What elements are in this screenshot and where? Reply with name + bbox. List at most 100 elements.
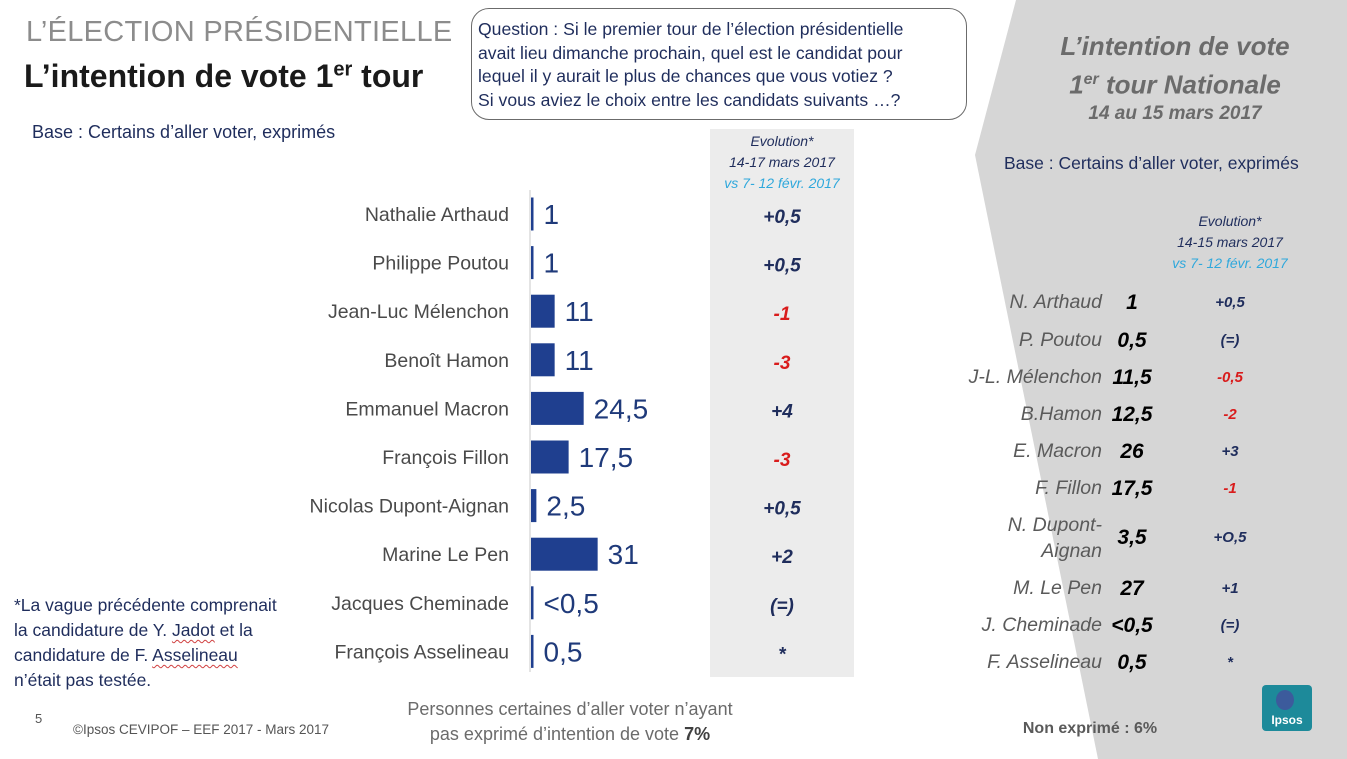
vote-bar — [531, 391, 584, 425]
evolution-value: +0,5 — [763, 499, 801, 520]
vote-value-label: 17,5 — [579, 442, 634, 473]
evolution-value: -1 — [774, 304, 791, 325]
vote-value-label: <0,5 — [544, 588, 599, 619]
rp-vote-value: 11,5 — [1112, 366, 1152, 389]
vote-value-label: 11 — [565, 296, 594, 327]
evolution-value: -3 — [774, 450, 791, 471]
rp-vote-value: 3,5 — [1117, 526, 1147, 549]
rp-evolution-value: +3 — [1221, 443, 1239, 460]
page-number: 5 — [35, 711, 43, 726]
evolution-value: (=) — [770, 596, 794, 617]
rp-evolution-value: (=) — [1221, 332, 1240, 349]
candidate-label: Benoît Hamon — [384, 350, 509, 372]
ipsos-logo-text: Ipsos — [1271, 713, 1303, 727]
non-exprime-note: Personnes certaines d’aller voter n’ayan… — [407, 699, 733, 744]
vote-bar — [531, 246, 534, 280]
rp-evolution-value: (=) — [1221, 617, 1240, 634]
vote-value-label: 1 — [544, 248, 560, 279]
right-panel-evolution-header: Evolution* 14-15 mars 2017 vs 7- 12 févr… — [1172, 213, 1288, 271]
evolution-value: * — [778, 644, 787, 665]
question-line: lequel il y aurait le plus de chances qu… — [478, 66, 893, 86]
question-line: Si vous aviez le choix entre les candida… — [478, 89, 901, 110]
vote-bar — [531, 586, 534, 620]
evolution-value: -3 — [774, 353, 791, 374]
rp-evolution-value: +O,5 — [1214, 529, 1248, 546]
rp-vote-value: 1 — [1126, 291, 1138, 314]
right-panel-non-exprime: Non exprimé : 6% — [1022, 720, 1158, 737]
candidate-label: Marine Le Pen — [382, 544, 509, 566]
rp-candidate-name: B.Hamon — [1021, 403, 1102, 425]
vote-bar — [531, 537, 598, 571]
base-note: Base : Certains d’aller voter, exprimés — [32, 122, 336, 142]
rp-candidate-name: E. Macron — [1013, 440, 1102, 462]
right-panel-date: 14 au 15 mars 2017 — [1088, 103, 1262, 124]
section-kicker: L’ÉLECTION PRÉSIDENTIELLE — [26, 16, 453, 48]
vote-value-label: 0,5 — [544, 636, 583, 667]
vote-bar — [531, 489, 537, 523]
rp-vote-value: 0,5 — [1117, 329, 1147, 352]
rp-evolution-value: -2 — [1223, 406, 1237, 423]
candidate-label: Jean-Luc Mélenchon — [328, 301, 509, 323]
candidate-label: Nicolas Dupont-Aignan — [310, 496, 509, 518]
question-line: avait lieu dimanche prochain, quel est l… — [478, 42, 903, 63]
rp-candidate-name: Aignan — [1040, 540, 1102, 562]
footnote-line: candidature de F. Asselineau — [14, 645, 238, 665]
evolution-column: Evolution* 14-17 mars 2017 vs 7- 12 févr… — [710, 129, 854, 677]
rp-evolution-value: +0,5 — [1215, 294, 1245, 311]
rp-candidate-name: F. Fillon — [1035, 477, 1102, 499]
evolution-value: +4 — [771, 401, 793, 422]
candidate-label: François Asselineau — [334, 641, 509, 663]
rp-candidate-name: P. Poutou — [1019, 329, 1102, 351]
evolution-value: +0,5 — [763, 256, 801, 277]
candidate-label: Nathalie Arthaud — [365, 204, 509, 226]
vote-bar — [531, 197, 534, 231]
candidate-label: Emmanuel Macron — [345, 398, 509, 420]
rp-evolution-value: -0,5 — [1217, 369, 1244, 386]
ipsos-logo: Ipsos — [1262, 685, 1312, 731]
question-box: Question : Si le premier tour de l’élect… — [471, 8, 967, 120]
candidate-label: François Fillon — [382, 447, 509, 469]
vote-value-label: 24,5 — [594, 393, 649, 424]
footnote-line: n’était pas testée. — [14, 670, 152, 690]
rp-evolution-value: -1 — [1223, 480, 1236, 497]
rp-candidate-name: N. Dupont- — [1008, 514, 1103, 536]
rp-vote-value: 0,5 — [1117, 651, 1147, 674]
copyright: ©Ipsos CEVIPOF – EEF 2017 - Mars 2017 — [73, 722, 330, 737]
evolution-header-period: 14-17 mars 2017 — [729, 154, 835, 170]
rp-vote-value: 27 — [1119, 577, 1145, 600]
candidate-label: Jacques Cheminade — [331, 593, 509, 615]
evolution-value: +2 — [771, 547, 793, 568]
vote-value-label: 11 — [565, 345, 594, 376]
ipsos-logo-mark — [1276, 690, 1294, 710]
evolution-header-title: Evolution* — [750, 133, 814, 149]
rp-candidate-name: N. Arthaud — [1010, 291, 1104, 313]
right-panel-title: L’intention de vote 1er tour Nationale — [1060, 31, 1290, 100]
right-panel-base: Base : Certains d’aller voter, exprimés — [1004, 153, 1299, 173]
vote-bar — [531, 343, 555, 377]
rp-candidate-name: F. Asselineau — [987, 651, 1102, 673]
candidate-label: Philippe Poutou — [372, 253, 509, 275]
vote-bar — [531, 634, 534, 668]
footnote-line: *La vague précédente comprenait — [14, 595, 277, 615]
page-title: L’intention de vote 1er tour — [24, 58, 424, 94]
question-line: Question : Si le premier tour de l’élect… — [478, 19, 904, 39]
rp-evolution-value: +1 — [1221, 580, 1238, 597]
footnote-line: la candidature de Y. Jadot et la — [14, 620, 253, 640]
rp-candidate-name: J. Cheminade — [981, 614, 1102, 636]
footnote: *La vague précédente comprenait la candi… — [14, 593, 314, 693]
vote-value-label: 2,5 — [546, 491, 585, 522]
evolution-value: +0,5 — [763, 207, 801, 228]
vote-bar — [531, 440, 569, 474]
rp-vote-value: 26 — [1119, 440, 1144, 463]
rp-vote-value: 17,5 — [1112, 477, 1153, 500]
rp-vote-value: <0,5 — [1111, 614, 1153, 637]
vote-value-label: 31 — [608, 539, 639, 570]
rp-evolution-value: * — [1227, 654, 1234, 671]
rp-vote-value: 12,5 — [1112, 403, 1153, 426]
evolution-header-comparison: vs 7- 12 févr. 2017 — [724, 175, 840, 191]
vote-bar — [531, 294, 555, 328]
rp-candidate-name: M. Le Pen — [1013, 577, 1102, 599]
